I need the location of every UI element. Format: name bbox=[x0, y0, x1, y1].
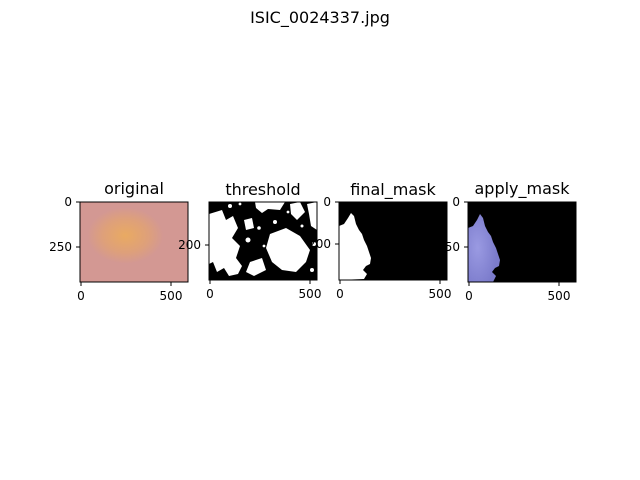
xtick-label: 0 bbox=[336, 287, 344, 301]
xtick-label: 500 bbox=[548, 289, 571, 303]
xtick-label: 500 bbox=[299, 287, 322, 301]
threshold-noise bbox=[209, 202, 317, 276]
mask-region bbox=[339, 213, 371, 280]
panel-title: apply_mask bbox=[474, 179, 570, 199]
ytick-label: 200 bbox=[178, 238, 201, 252]
xtick-label: 0 bbox=[206, 287, 214, 301]
ytick-label: 200 bbox=[308, 237, 331, 251]
lesion-area bbox=[80, 202, 188, 282]
ytick-label: 250 bbox=[49, 240, 72, 254]
xtick-label: 0 bbox=[77, 289, 85, 303]
overlap-tick-labels: 0 200 0 250 bbox=[308, 195, 460, 254]
ytick-label: 0 bbox=[64, 195, 72, 209]
figure-title: ISIC_0024337.jpg bbox=[250, 8, 390, 27]
ytick-label: 0 bbox=[452, 195, 460, 209]
xtick-label: 500 bbox=[429, 287, 452, 301]
panel-threshold: threshold 200 bbox=[178, 180, 321, 301]
panel-title: original bbox=[104, 179, 164, 198]
panel-apply-mask: apply_mask 0 500 bbox=[464, 179, 577, 303]
panel-title: final_mask bbox=[350, 180, 436, 200]
panel-final-mask: final_mask 0 500 bbox=[335, 180, 451, 301]
panel-original: original 0 250 0 500 bbox=[49, 179, 189, 303]
ytick-label: 0 bbox=[323, 195, 331, 209]
masked-lesion bbox=[468, 214, 500, 282]
xtick-label: 0 bbox=[465, 289, 473, 303]
ytick-label: 250 bbox=[437, 240, 460, 254]
panel-title: threshold bbox=[225, 180, 300, 199]
xtick-label: 500 bbox=[160, 289, 183, 303]
